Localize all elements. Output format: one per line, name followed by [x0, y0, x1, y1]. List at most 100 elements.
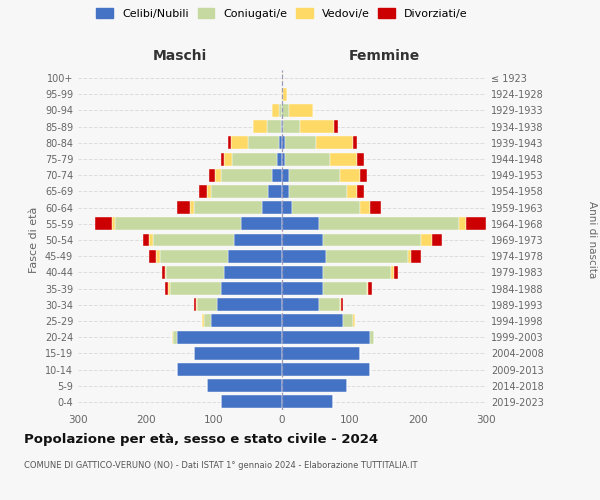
Bar [282, 120, 283, 133]
Bar [267, 120, 281, 133]
Bar [194, 201, 262, 214]
Bar [207, 379, 282, 392]
Bar [227, 136, 231, 149]
Bar [282, 234, 323, 246]
Bar [466, 218, 486, 230]
Bar [143, 234, 149, 246]
Bar [204, 314, 211, 328]
Bar [202, 314, 204, 328]
Bar [262, 201, 282, 214]
Bar [343, 314, 353, 328]
Bar [286, 152, 329, 166]
Bar [224, 266, 282, 279]
Bar [194, 298, 196, 311]
Bar [272, 104, 278, 117]
Bar [160, 250, 227, 262]
Bar [169, 282, 170, 295]
Bar [112, 218, 115, 230]
Bar [323, 234, 421, 246]
Bar [115, 218, 241, 230]
Bar [217, 298, 282, 311]
Bar [282, 396, 333, 408]
Bar [170, 282, 221, 295]
Bar [301, 120, 334, 133]
Bar [411, 250, 421, 262]
Bar [431, 234, 442, 246]
Bar [211, 185, 268, 198]
Bar [367, 282, 368, 295]
Bar [408, 250, 411, 262]
Bar [165, 282, 169, 295]
Bar [282, 104, 289, 117]
Bar [326, 250, 408, 262]
Bar [253, 120, 267, 133]
Bar [232, 152, 277, 166]
Bar [95, 218, 112, 230]
Bar [282, 201, 292, 214]
Bar [286, 136, 316, 149]
Bar [156, 250, 160, 262]
Bar [282, 72, 283, 85]
Bar [283, 120, 301, 133]
Bar [278, 104, 282, 117]
Bar [282, 314, 343, 328]
Bar [176, 330, 282, 344]
Bar [199, 185, 207, 198]
Bar [172, 330, 173, 344]
Bar [194, 347, 282, 360]
Bar [153, 234, 235, 246]
Bar [282, 347, 360, 360]
Bar [289, 169, 340, 181]
Bar [161, 266, 165, 279]
Bar [221, 169, 272, 181]
Bar [459, 218, 466, 230]
Bar [282, 298, 319, 311]
Text: Anni di nascita: Anni di nascita [587, 202, 597, 278]
Bar [292, 201, 360, 214]
Bar [340, 169, 360, 181]
Bar [421, 234, 431, 246]
Bar [282, 363, 370, 376]
Bar [357, 185, 364, 198]
Bar [149, 234, 153, 246]
Bar [282, 88, 283, 101]
Bar [241, 218, 282, 230]
Bar [370, 201, 380, 214]
Bar [196, 298, 197, 311]
Bar [165, 266, 166, 279]
Bar [340, 298, 341, 311]
Bar [319, 298, 340, 311]
Bar [209, 169, 215, 181]
Bar [166, 266, 224, 279]
Bar [283, 88, 287, 101]
Bar [277, 152, 282, 166]
Bar [224, 152, 232, 166]
Bar [368, 282, 372, 295]
Bar [370, 330, 374, 344]
Bar [278, 136, 282, 149]
Bar [176, 363, 282, 376]
Bar [231, 136, 248, 149]
Bar [272, 169, 282, 181]
Bar [282, 218, 319, 230]
Bar [347, 185, 357, 198]
Bar [282, 152, 286, 166]
Text: Maschi: Maschi [153, 48, 207, 62]
Bar [289, 104, 313, 117]
Text: COMUNE DI GATTICO-VERUNO (NO) - Dati ISTAT 1° gennaio 2024 - Elaborazione TUTTIT: COMUNE DI GATTICO-VERUNO (NO) - Dati IST… [24, 460, 418, 469]
Bar [341, 298, 343, 311]
Bar [323, 266, 391, 279]
Bar [391, 266, 394, 279]
Bar [282, 169, 289, 181]
Bar [221, 282, 282, 295]
Bar [353, 136, 357, 149]
Bar [221, 396, 282, 408]
Bar [360, 201, 370, 214]
Bar [190, 201, 194, 214]
Bar [334, 120, 338, 133]
Y-axis label: Fasce di età: Fasce di età [29, 207, 39, 273]
Bar [282, 330, 370, 344]
Bar [227, 250, 282, 262]
Bar [282, 136, 286, 149]
Bar [282, 250, 326, 262]
